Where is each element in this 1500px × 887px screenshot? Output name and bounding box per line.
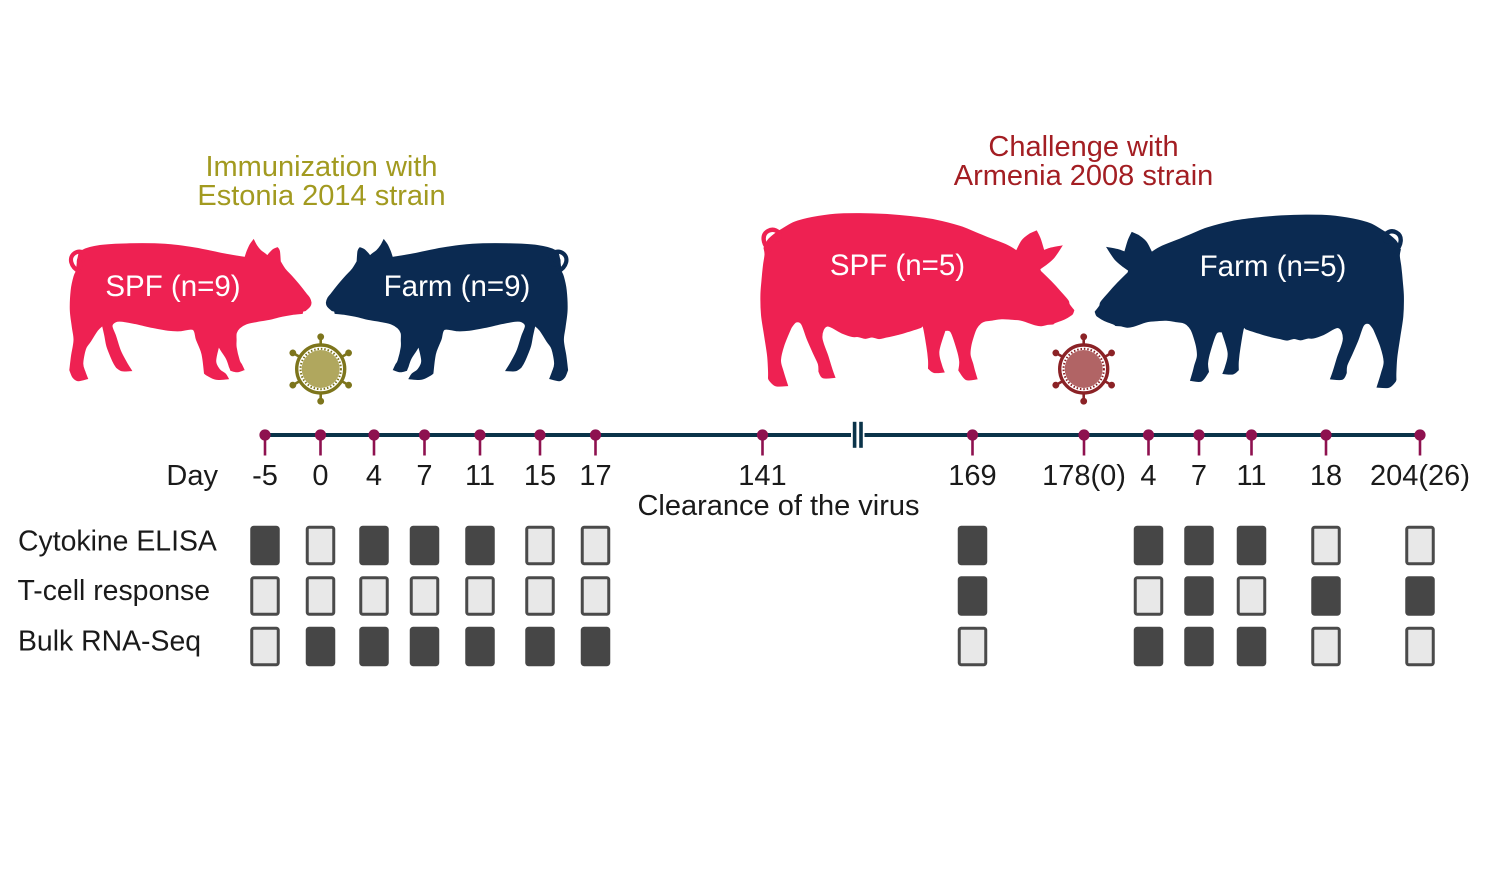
svg-text:204(26): 204(26) — [1370, 460, 1470, 492]
svg-text:SPF (n=9): SPF (n=9) — [105, 270, 240, 303]
svg-text:178(0): 178(0) — [1042, 460, 1126, 492]
svg-text:-5: -5 — [252, 460, 278, 492]
svg-text:18: 18 — [1310, 460, 1342, 492]
svg-text:4: 4 — [366, 460, 382, 492]
svg-text:Day: Day — [166, 460, 218, 492]
svg-text:Challenge with: Challenge with — [988, 131, 1178, 163]
svg-text:Armenia 2008 strain: Armenia 2008 strain — [954, 160, 1214, 192]
svg-text:15: 15 — [524, 460, 556, 492]
svg-text:169: 169 — [948, 460, 996, 492]
svg-text:11: 11 — [1236, 460, 1266, 492]
svg-text:Estonia 2014 strain: Estonia 2014 strain — [197, 180, 445, 212]
svg-text:11: 11 — [465, 460, 495, 492]
svg-text:0: 0 — [312, 460, 328, 492]
svg-text:Farm (n=5): Farm (n=5) — [1200, 250, 1347, 283]
svg-text:Farm (n=9): Farm (n=9) — [384, 270, 531, 303]
svg-text:T-cell response: T-cell response — [18, 575, 211, 607]
svg-text:7: 7 — [416, 460, 432, 492]
svg-text:Bulk RNA-Seq: Bulk RNA-Seq — [18, 625, 201, 657]
svg-text:4: 4 — [1140, 460, 1156, 492]
svg-text:141: 141 — [738, 460, 786, 492]
svg-text:7: 7 — [1191, 460, 1207, 492]
svg-text:17: 17 — [579, 460, 611, 492]
svg-text:SPF (n=5): SPF (n=5) — [830, 249, 965, 282]
svg-text:Cytokine ELISA: Cytokine ELISA — [18, 526, 217, 558]
svg-text:Immunization with: Immunization with — [205, 151, 437, 183]
svg-text:Clearance of the virus: Clearance of the virus — [637, 490, 919, 522]
